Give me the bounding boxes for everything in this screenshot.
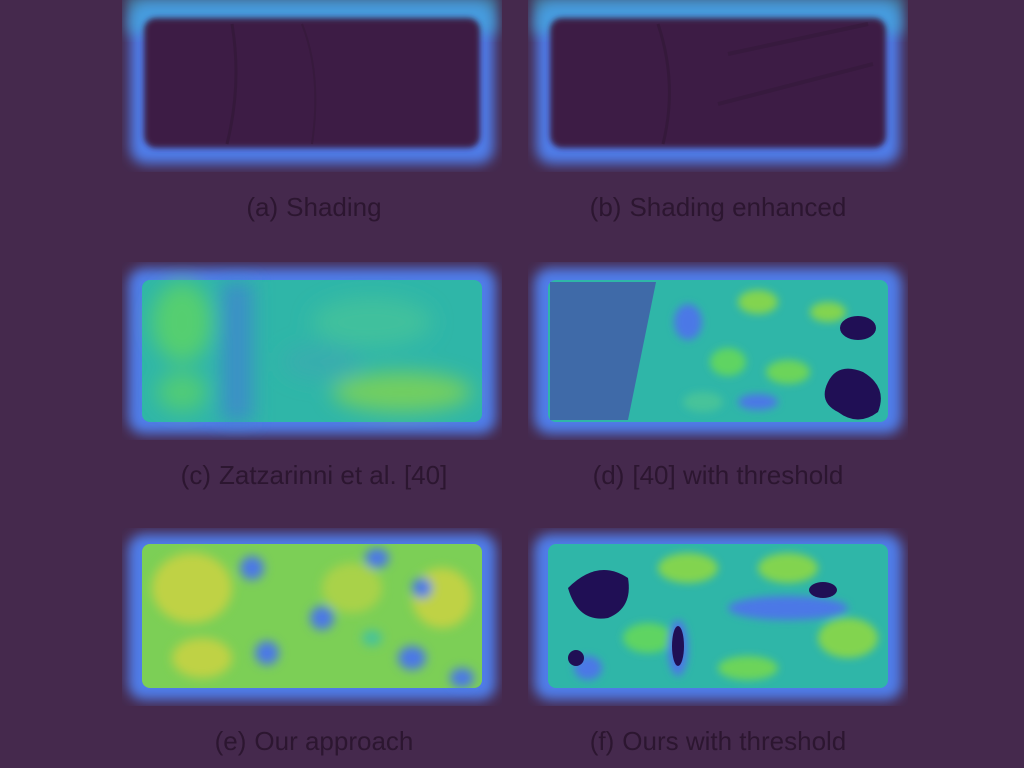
panel-c-label: (c)	[180, 460, 211, 490]
panel-a-image	[122, 0, 502, 172]
panel-e-label: (e)	[214, 726, 247, 756]
panel-b-text: Shading enhanced	[629, 192, 847, 222]
panel-f-image	[528, 528, 908, 706]
panel-f-text: Ours with threshold	[622, 726, 847, 756]
panel-a-label: (a)	[246, 192, 279, 222]
panel-a-text: Shading	[286, 192, 382, 222]
panel-b-caption: (b) Shading enhanced	[518, 192, 918, 223]
panel-f-label: (f)	[589, 726, 615, 756]
panel-c-caption: (c) Zatzarinni et al. [40]	[114, 460, 514, 491]
panel-c-text: Zatzarinni et al. [40]	[218, 460, 448, 490]
panel-d-label: (d)	[592, 460, 625, 490]
panel-d-text: [40] with threshold	[632, 460, 844, 490]
panel-e-image	[122, 528, 502, 706]
panel-f-caption: (f) Ours with threshold	[518, 726, 918, 757]
panel-c-image	[122, 262, 502, 440]
panel-d-image	[528, 262, 908, 440]
panel-b-image	[528, 0, 908, 172]
panel-d-caption: (d) [40] with threshold	[518, 460, 918, 491]
panel-e-text: Our approach	[254, 726, 414, 756]
panel-a-caption: (a) Shading	[114, 192, 514, 223]
panel-e-caption: (e) Our approach	[114, 726, 514, 757]
panel-b-label: (b)	[589, 192, 622, 222]
